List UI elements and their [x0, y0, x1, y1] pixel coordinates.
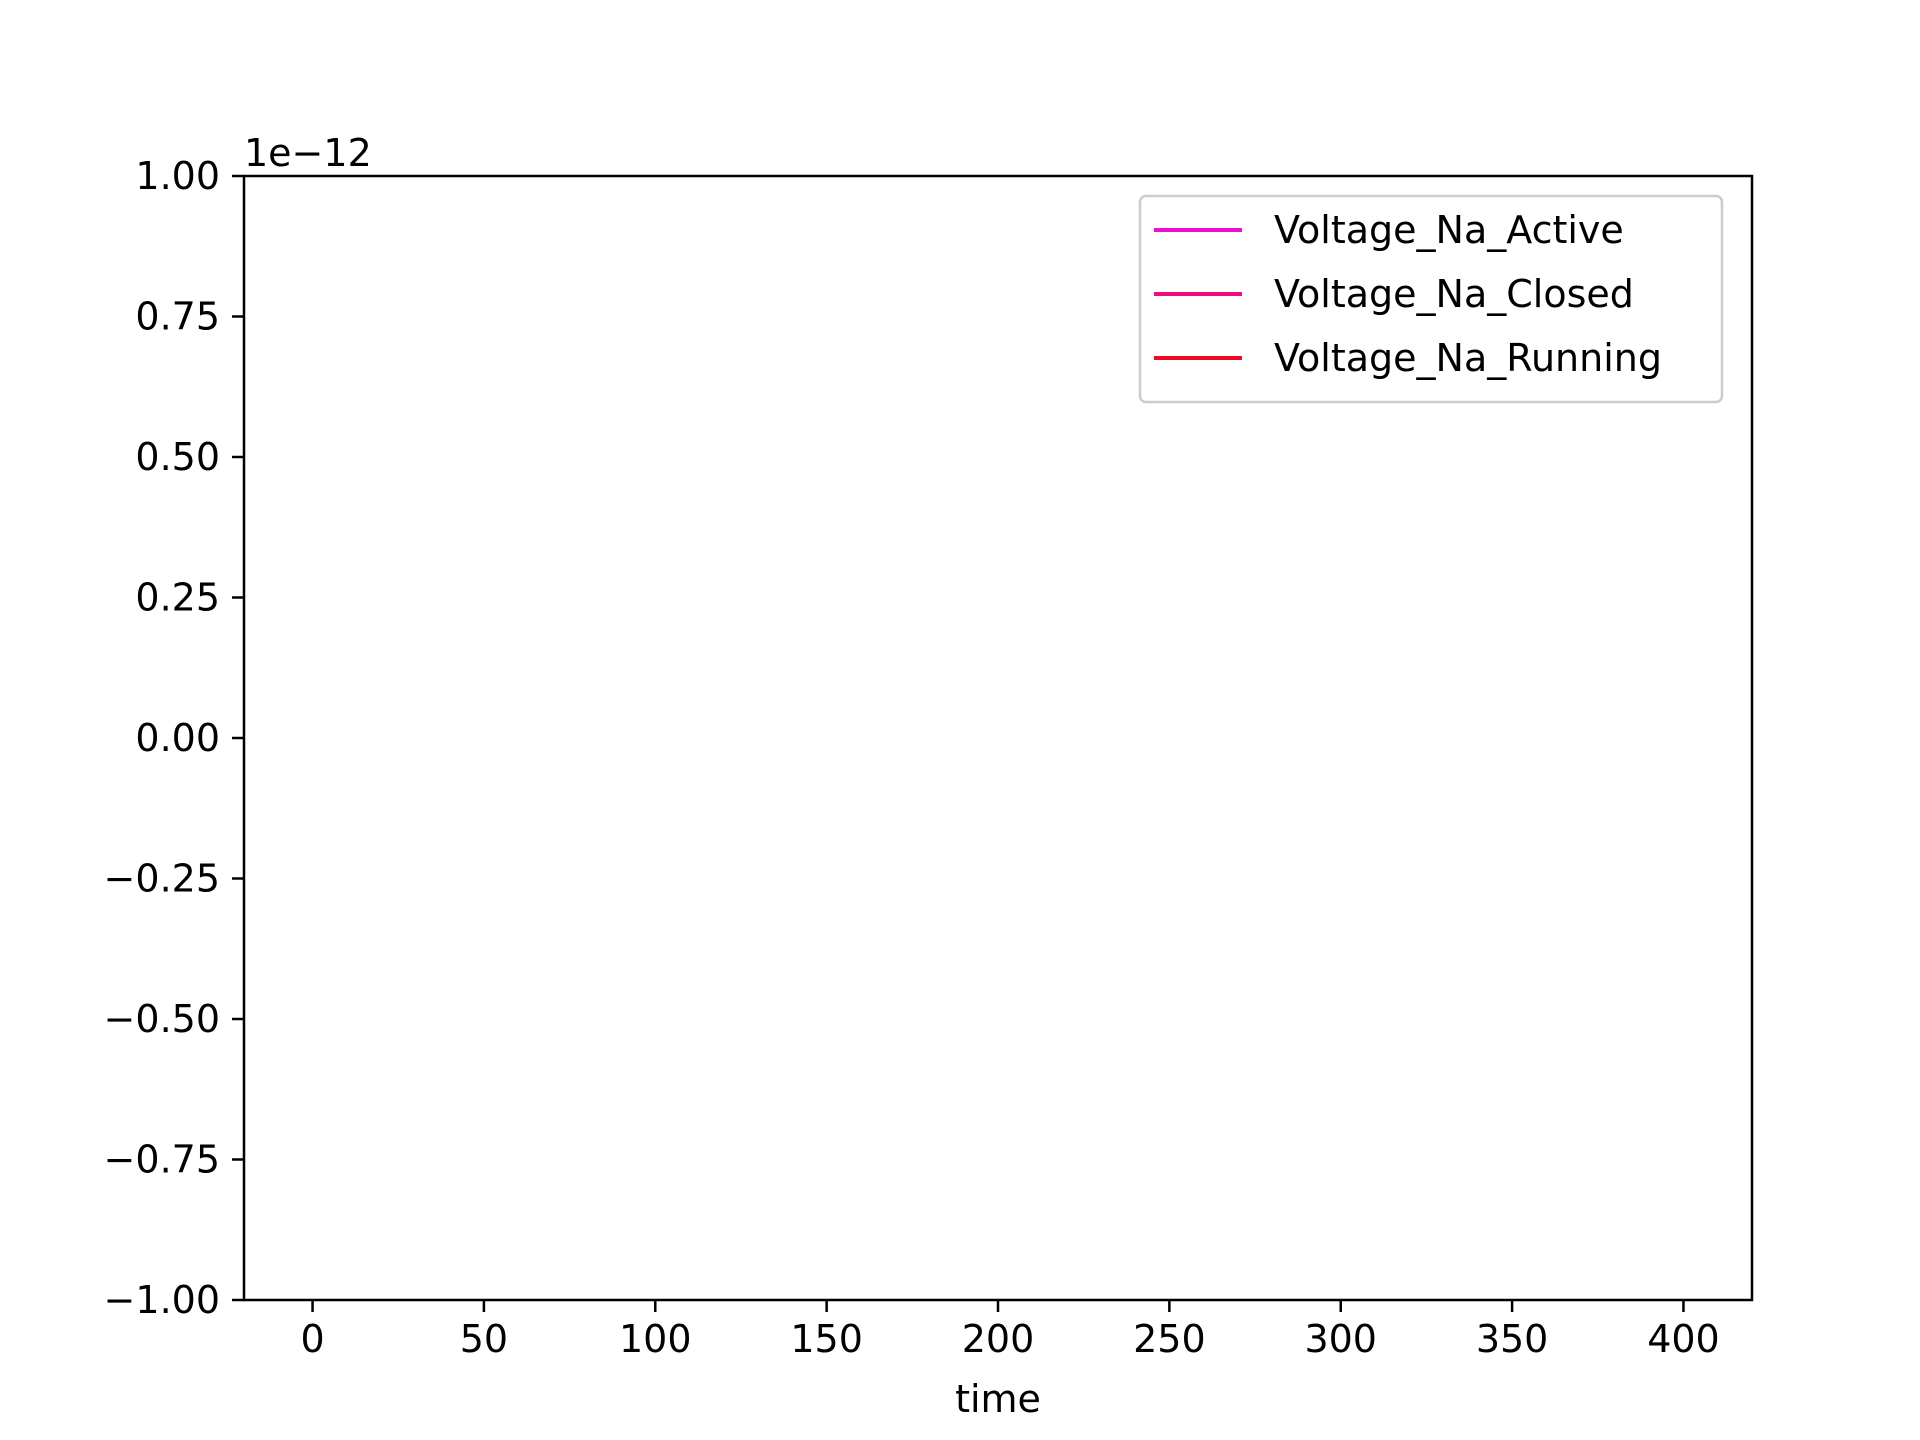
- y-tick-label: 0.50: [135, 435, 220, 479]
- x-tick-label: 400: [1647, 1317, 1720, 1361]
- legend-label: Voltage_Na_Active: [1274, 208, 1624, 252]
- legend-label: Voltage_Na_Closed: [1274, 272, 1634, 316]
- x-axis: 0 50 100 150 200 250 300 350 400: [300, 1300, 1720, 1361]
- x-tick-label: 0: [300, 1317, 324, 1361]
- legend-label: Voltage_Na_Running: [1274, 336, 1662, 380]
- x-tick-label: 50: [460, 1317, 508, 1361]
- legend: Voltage_Na_Active Voltage_Na_Closed Voltag…: [1138, 194, 1724, 404]
- x-axis-label: time: [955, 1377, 1041, 1421]
- x-tick-label: 250: [1133, 1317, 1206, 1361]
- y-tick-label: 0.25: [135, 576, 220, 620]
- y-tick-label: 0.00: [135, 716, 220, 760]
- legend-box: [1138, 194, 1724, 404]
- y-axis-offset-text: 1e−12: [244, 131, 372, 175]
- y-tick-label: −0.75: [104, 1138, 220, 1182]
- y-tick-label: −0.25: [104, 857, 220, 901]
- y-tick-label: −1.00: [104, 1278, 220, 1322]
- x-tick-label: 200: [962, 1317, 1035, 1361]
- y-tick-label: 0.75: [135, 295, 220, 339]
- y-tick-label: −0.50: [104, 997, 220, 1041]
- y-axis: 1.00 0.75 0.50 0.25 0.00 −0.25 −0.50 −0.75 −1.00: [104, 154, 244, 1322]
- x-tick-label: 100: [619, 1317, 692, 1361]
- x-tick-label: 150: [790, 1317, 863, 1361]
- x-tick-label: 300: [1304, 1317, 1377, 1361]
- x-tick-label: 350: [1476, 1317, 1549, 1361]
- y-tick-label: 1.00: [135, 154, 220, 198]
